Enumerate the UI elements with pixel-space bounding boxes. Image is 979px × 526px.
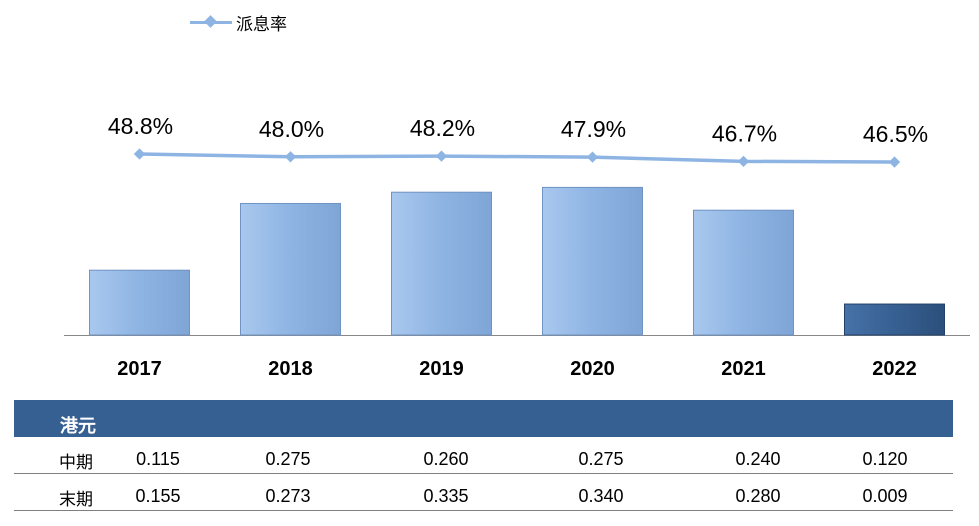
unit-header: 港元 <box>60 416 96 437</box>
bar <box>844 303 945 336</box>
x-tick-label: 2018 <box>268 358 313 380</box>
line-point <box>435 150 448 162</box>
table-cell: 0.009 <box>862 486 908 506</box>
table-row-final: 末期 0.155 0.273 0.335 0.340 0.280 0.009 <box>14 474 953 511</box>
bar <box>542 186 643 336</box>
dividend-table: 港元 中期 0.115 0.275 0.260 0.275 0.240 0.12… <box>14 400 953 511</box>
chart-canvas: 2017 2018 2019 2020 2021 2022 48.8% 48.0% 48.2% 4… <box>64 113 970 380</box>
line-point <box>133 148 146 160</box>
table-cell: 0.115 <box>136 449 180 469</box>
data-label: 46.5% <box>863 121 928 147</box>
row-label: 中期 <box>59 453 93 473</box>
line-point <box>737 155 750 168</box>
table-cell: 0.273 <box>265 486 311 506</box>
table-cell: 0.280 <box>735 486 781 506</box>
table-cell: 0.240 <box>735 449 781 469</box>
bar <box>391 191 492 336</box>
line-point <box>888 156 901 168</box>
table-row-interim: 中期 0.115 0.275 0.260 0.275 0.240 0.120 <box>14 437 953 474</box>
x-tick-label: 2017 <box>117 358 162 380</box>
x-tick-label: 2021 <box>721 358 766 380</box>
legend-label: 派息率 <box>236 14 287 35</box>
table-cell: 0.275 <box>578 449 624 469</box>
table-cell: 0.335 <box>423 486 469 506</box>
data-label: 48.0% <box>259 116 324 142</box>
row-label: 末期 <box>59 490 93 510</box>
legend-line-marker-icon <box>190 10 232 34</box>
table-cell: 0.155 <box>135 486 181 506</box>
table-cell: 0.120 <box>862 449 908 469</box>
data-label: 46.7% <box>712 120 777 146</box>
data-label: 47.9% <box>561 116 626 142</box>
bar <box>693 209 794 336</box>
bar <box>89 269 190 336</box>
line-series <box>139 152 895 164</box>
table-cell: 0.275 <box>265 449 311 469</box>
chart-legend: 派息率 <box>190 10 287 35</box>
bar <box>240 202 341 336</box>
data-label: 48.8% <box>108 113 173 139</box>
x-tick-label: 2020 <box>570 358 615 380</box>
data-label: 48.2% <box>410 115 475 141</box>
x-tick-label: 2019 <box>419 358 464 380</box>
dividend-chart: 派息率 2017 2018 2019 2020 2021 2022 48.8% 48.0% 48… <box>64 10 970 380</box>
line-point <box>586 151 599 163</box>
x-tick-label: 2022 <box>872 358 917 380</box>
table-cell: 0.260 <box>423 449 469 469</box>
table-cell: 0.340 <box>578 486 624 506</box>
table-header: 港元 <box>14 400 953 437</box>
line-point <box>284 151 297 163</box>
